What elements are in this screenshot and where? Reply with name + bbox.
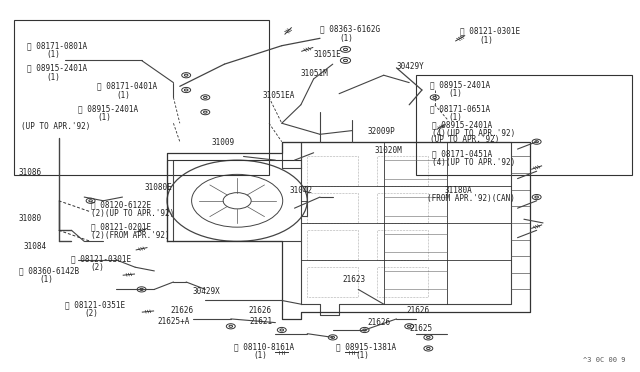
- Bar: [307, 230, 358, 260]
- Text: Ⓑ 08171-0651A: Ⓑ 08171-0651A: [429, 104, 490, 113]
- Bar: [378, 193, 428, 223]
- Text: (UP TO APR.'92): (UP TO APR.'92): [20, 122, 90, 131]
- Text: (1): (1): [46, 73, 60, 81]
- Text: 31051EA: 31051EA: [262, 91, 295, 100]
- Text: (1): (1): [355, 351, 369, 360]
- Text: (1): (1): [449, 113, 463, 122]
- Text: 32009P: 32009P: [368, 127, 396, 136]
- Text: (4)(UP TO APR.'92): (4)(UP TO APR.'92): [431, 129, 515, 138]
- Text: 31084: 31084: [24, 242, 47, 251]
- Text: ^3 0C 00 9: ^3 0C 00 9: [584, 357, 626, 363]
- Text: Ⓦ 08915-2401A: Ⓦ 08915-2401A: [431, 121, 492, 129]
- Text: 31051E: 31051E: [314, 50, 341, 59]
- Text: 30429X: 30429X: [193, 288, 220, 296]
- Text: 21626: 21626: [368, 318, 391, 327]
- Bar: [415, 75, 632, 175]
- Text: 21625: 21625: [409, 324, 433, 333]
- Text: (2): (2): [84, 309, 98, 318]
- Text: Ⓑ 08120-6122E: Ⓑ 08120-6122E: [91, 200, 151, 209]
- Text: 21625+A: 21625+A: [157, 317, 190, 326]
- Bar: [307, 267, 358, 297]
- Text: Ⓑ 08171-0801A: Ⓑ 08171-0801A: [27, 41, 87, 50]
- Text: (1): (1): [253, 351, 267, 360]
- Text: Ⓑ 08110-8161A: Ⓑ 08110-8161A: [234, 342, 294, 351]
- Text: 31080E: 31080E: [145, 183, 173, 192]
- Text: (2): (2): [91, 263, 104, 272]
- Bar: [307, 193, 358, 223]
- Text: (1): (1): [479, 36, 493, 45]
- Text: (1): (1): [449, 89, 463, 98]
- Text: Ⓑ 08121-0301E: Ⓑ 08121-0301E: [72, 254, 132, 263]
- Text: 21626: 21626: [170, 306, 193, 315]
- Bar: [307, 157, 358, 186]
- Text: (2)(FROM APR.'92): (2)(FROM APR.'92): [91, 231, 169, 240]
- Text: (4)(UP TO APR.'92): (4)(UP TO APR.'92): [431, 158, 515, 167]
- Text: 31051M: 31051M: [301, 69, 328, 78]
- Text: Ⓦ 08915-2401A: Ⓦ 08915-2401A: [27, 63, 87, 72]
- Text: (1): (1): [116, 91, 130, 100]
- Text: 21623: 21623: [342, 275, 365, 283]
- Text: (UP TO APR.'92): (UP TO APR.'92): [429, 135, 499, 144]
- Text: Ⓦ 08915-1381A: Ⓦ 08915-1381A: [336, 342, 396, 351]
- Text: Ⓑ 08121-0351E: Ⓑ 08121-0351E: [65, 300, 125, 310]
- Text: 31080: 31080: [19, 214, 42, 222]
- Text: Ⓑ 08171-0401A: Ⓑ 08171-0401A: [97, 82, 157, 91]
- Text: 31042: 31042: [289, 186, 312, 195]
- Text: Ⓑ 08121-0201E: Ⓑ 08121-0201E: [91, 222, 151, 231]
- Text: (1): (1): [97, 113, 111, 122]
- Text: Ⓑ 08171-0451A: Ⓑ 08171-0451A: [431, 150, 492, 158]
- Text: Ⓦ 08915-2401A: Ⓦ 08915-2401A: [78, 104, 138, 113]
- Text: (1): (1): [40, 275, 54, 284]
- Text: Ⓑ 08121-0301E: Ⓑ 08121-0301E: [460, 26, 520, 35]
- Bar: [378, 157, 428, 186]
- Text: (FROM APR.'92)(CAN): (FROM APR.'92)(CAN): [427, 195, 515, 203]
- Text: (1): (1): [339, 34, 353, 43]
- Text: Ⓢ 08360-6142B: Ⓢ 08360-6142B: [19, 266, 79, 275]
- Text: 30429Y: 30429Y: [396, 62, 424, 71]
- Text: 31086: 31086: [19, 168, 42, 177]
- Text: Ⓦ 08915-2401A: Ⓦ 08915-2401A: [429, 80, 490, 89]
- Bar: [14, 20, 269, 175]
- Text: Ⓢ 08363-6162G: Ⓢ 08363-6162G: [320, 25, 380, 33]
- Text: 31180A: 31180A: [444, 186, 472, 195]
- Text: 21621: 21621: [250, 317, 273, 326]
- Bar: [378, 230, 428, 260]
- Bar: [378, 267, 428, 297]
- Text: (2)(UP TO APR.'92): (2)(UP TO APR.'92): [91, 209, 174, 218]
- Text: 21626: 21626: [248, 306, 271, 315]
- Text: 31009: 31009: [212, 138, 235, 147]
- Text: 21626: 21626: [406, 306, 429, 315]
- Text: 31020M: 31020M: [374, 147, 402, 155]
- Text: (1): (1): [46, 51, 60, 60]
